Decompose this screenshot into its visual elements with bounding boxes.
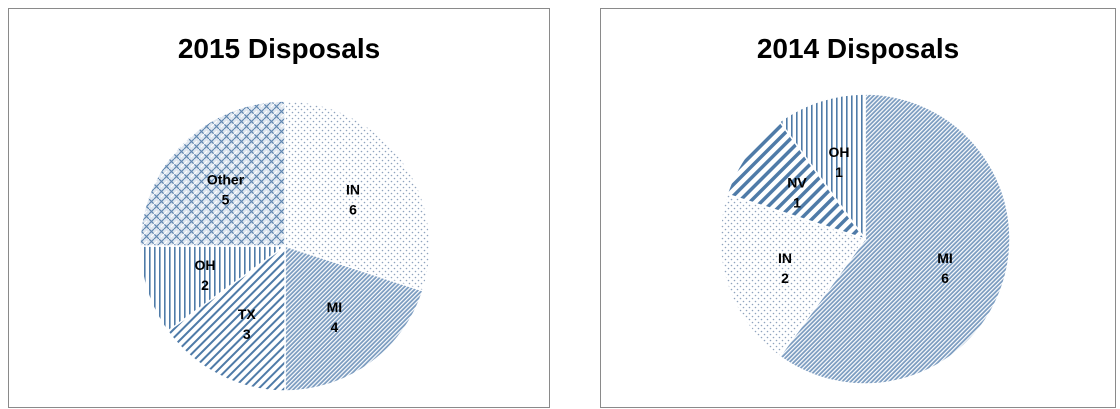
chart-2014-panel: 2014 Disposals MI 6 IN 2 NV 1 OH 1 (600, 8, 1116, 408)
slice-value-in: 6 (349, 202, 357, 218)
slice-value-mi: 4 (331, 319, 339, 335)
slice-value-nv: 1 (793, 195, 801, 211)
slice-label-other: Other (207, 172, 245, 188)
chart-title: 2014 Disposals (756, 33, 960, 64)
slice-value-other: 5 (222, 192, 230, 208)
slice-label-in: IN (778, 250, 792, 266)
pie-chart-2014: MI 6 IN 2 NV 1 OH 1 (719, 93, 1011, 385)
pie-slice-oh (139, 245, 288, 333)
slice-label-oh: OH (829, 144, 850, 160)
slice-label-nv: NV (787, 175, 807, 191)
slice-label-tx: TX (238, 306, 257, 322)
pie-slice-oh (778, 93, 866, 242)
slice-value-oh: 1 (835, 164, 843, 180)
slice-label-in: IN (346, 182, 360, 198)
slice-label-mi: MI (937, 250, 953, 266)
pie-slice-tx (166, 244, 286, 392)
chart-2015-panel: 2015 Disposals IN 6 MI 4 TX 3 OH 2 Other 5 (8, 8, 550, 408)
pie-chart-2015: IN 6 MI 4 TX 3 OH 2 Other 5 (139, 100, 431, 392)
pie-slice-mi (284, 244, 424, 392)
slice-value-tx: 3 (243, 326, 251, 342)
pie-slice-nv (726, 120, 867, 241)
slice-label-mi: MI (327, 299, 343, 315)
pie-slice-mi (778, 93, 1011, 385)
slice-label-oh: OH (195, 257, 216, 273)
slice-value-in: 2 (781, 270, 789, 286)
pie-slice-in (284, 100, 431, 292)
slice-value-mi: 6 (941, 270, 949, 286)
pie-slice-in (719, 193, 867, 358)
pie-slice-other (139, 100, 286, 247)
chart-title: 2015 Disposals (177, 33, 381, 64)
slice-value-oh: 2 (201, 277, 209, 293)
